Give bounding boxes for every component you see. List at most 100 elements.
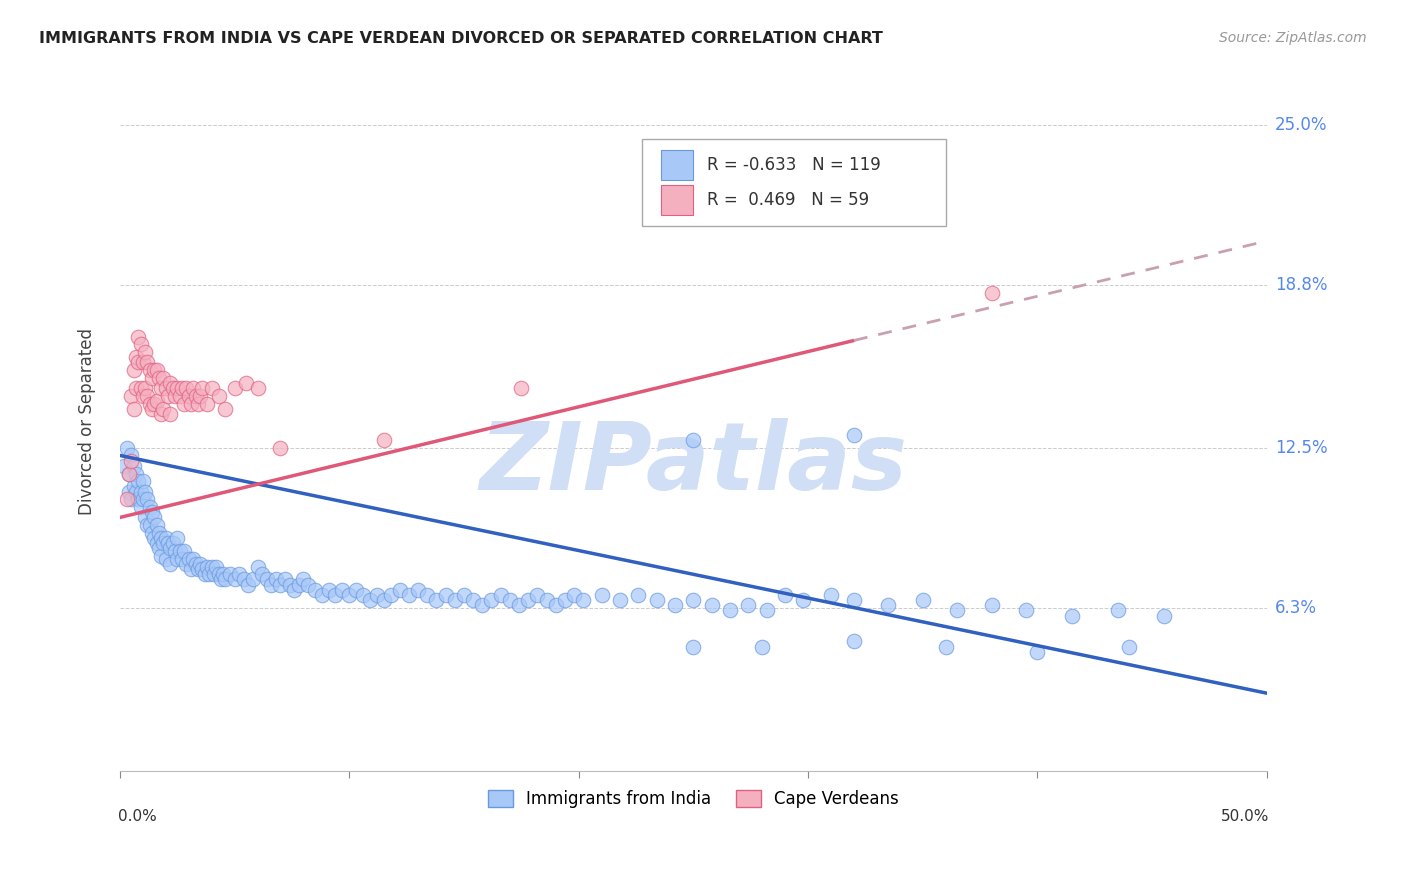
Point bbox=[274, 573, 297, 587]
Point bbox=[201, 559, 224, 574]
Point bbox=[155, 551, 177, 566]
Point bbox=[627, 588, 650, 602]
Point bbox=[195, 397, 218, 411]
Point bbox=[122, 458, 145, 473]
Point bbox=[980, 599, 1002, 613]
Point bbox=[115, 441, 138, 455]
Point bbox=[166, 531, 188, 545]
Point bbox=[150, 381, 173, 395]
Point bbox=[562, 588, 585, 602]
Point bbox=[115, 492, 138, 507]
Point bbox=[1015, 603, 1038, 617]
Point bbox=[184, 557, 207, 571]
Point bbox=[718, 603, 741, 617]
Point bbox=[187, 562, 209, 576]
Point bbox=[1153, 608, 1175, 623]
Point bbox=[145, 536, 167, 550]
Point bbox=[911, 593, 934, 607]
Point bbox=[155, 381, 177, 395]
Point bbox=[122, 479, 145, 493]
Point bbox=[228, 567, 250, 582]
Point bbox=[214, 401, 236, 416]
Point bbox=[141, 505, 163, 519]
Point bbox=[134, 510, 156, 524]
Point bbox=[159, 407, 181, 421]
Point bbox=[120, 492, 142, 507]
Point bbox=[434, 588, 457, 602]
Point bbox=[132, 389, 155, 403]
Point bbox=[127, 355, 149, 369]
Point bbox=[120, 389, 142, 403]
Point bbox=[572, 593, 595, 607]
Point bbox=[682, 640, 704, 654]
Point bbox=[134, 484, 156, 499]
Point bbox=[134, 381, 156, 395]
Point bbox=[842, 427, 865, 442]
Point bbox=[664, 599, 686, 613]
Point bbox=[145, 394, 167, 409]
Point bbox=[127, 492, 149, 507]
Point bbox=[163, 544, 186, 558]
Point bbox=[820, 588, 842, 602]
Point bbox=[238, 577, 260, 591]
FancyBboxPatch shape bbox=[661, 151, 693, 179]
Point bbox=[148, 541, 170, 556]
Text: 6.3%: 6.3% bbox=[1275, 599, 1317, 617]
Text: 0.0%: 0.0% bbox=[118, 809, 156, 824]
Point bbox=[209, 573, 232, 587]
Point bbox=[1060, 608, 1083, 623]
Point bbox=[471, 599, 494, 613]
Text: 12.5%: 12.5% bbox=[1275, 439, 1327, 457]
Point bbox=[136, 355, 159, 369]
Point bbox=[198, 567, 221, 582]
Point bbox=[134, 345, 156, 359]
Point bbox=[489, 588, 512, 602]
Point bbox=[125, 350, 148, 364]
Point bbox=[166, 381, 188, 395]
Point bbox=[145, 518, 167, 533]
Point bbox=[191, 562, 214, 576]
Point bbox=[264, 573, 287, 587]
Point bbox=[166, 551, 188, 566]
Y-axis label: Divorced or Separated: Divorced or Separated bbox=[79, 328, 96, 516]
Point bbox=[242, 573, 264, 587]
Point bbox=[150, 407, 173, 421]
Point bbox=[214, 573, 236, 587]
Point bbox=[136, 492, 159, 507]
Point bbox=[453, 588, 475, 602]
Point bbox=[170, 551, 193, 566]
Point bbox=[311, 588, 333, 602]
Point bbox=[143, 510, 166, 524]
Point bbox=[207, 389, 229, 403]
Point bbox=[129, 381, 152, 395]
Point bbox=[129, 500, 152, 515]
Point bbox=[191, 381, 214, 395]
Point bbox=[1026, 645, 1049, 659]
Point bbox=[283, 582, 305, 597]
Point bbox=[157, 536, 180, 550]
Point bbox=[260, 577, 283, 591]
Point bbox=[366, 588, 388, 602]
Point bbox=[751, 640, 773, 654]
Point bbox=[184, 389, 207, 403]
Point bbox=[224, 573, 246, 587]
Point bbox=[946, 603, 969, 617]
Point bbox=[609, 593, 631, 607]
Point bbox=[127, 475, 149, 489]
Point bbox=[842, 634, 865, 648]
Point bbox=[207, 567, 229, 582]
Point bbox=[517, 593, 540, 607]
Point bbox=[159, 557, 181, 571]
Text: R =  0.469   N = 59: R = 0.469 N = 59 bbox=[707, 191, 869, 209]
Point bbox=[278, 577, 301, 591]
Point bbox=[132, 475, 155, 489]
Point bbox=[755, 603, 778, 617]
Point bbox=[194, 567, 217, 582]
Point bbox=[129, 337, 152, 351]
Point bbox=[169, 389, 191, 403]
Point bbox=[118, 467, 141, 481]
Point bbox=[181, 551, 204, 566]
Text: ZIPatlas: ZIPatlas bbox=[479, 417, 907, 509]
Text: 50.0%: 50.0% bbox=[1220, 809, 1270, 824]
Point bbox=[499, 593, 522, 607]
